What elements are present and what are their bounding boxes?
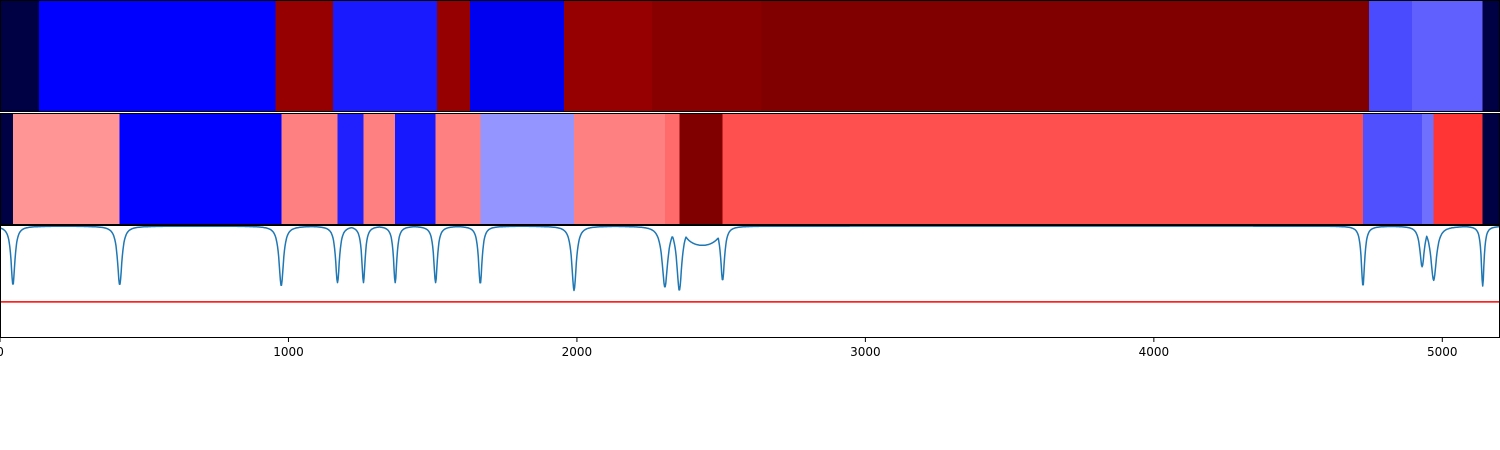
band-1-segment-1 [38, 0, 276, 112]
band-1-segment-7 [651, 0, 762, 112]
segment-band-2 [0, 113, 1500, 225]
band-1-segment-10 [1412, 0, 1483, 112]
band-2-segment-13 [1362, 113, 1423, 225]
band-2-segment-11 [679, 113, 723, 225]
band-2-segment-2 [119, 113, 282, 225]
band-2-segment-3 [281, 113, 338, 225]
band-2-segment-12 [722, 113, 1363, 225]
band-2-segment-6 [395, 113, 436, 225]
band-2-segment-7 [435, 113, 481, 225]
signal-panel-background [0, 225, 1500, 338]
band-1-segment-11 [1482, 0, 1500, 112]
band-2-segment-16 [1482, 113, 1500, 225]
band-1-segment-3 [333, 0, 438, 112]
segment-band-1 [0, 0, 1500, 112]
band-1-segment-5 [470, 0, 564, 112]
x-tick-label: 1000 [273, 345, 304, 359]
band-2-segment-4 [337, 113, 364, 225]
x-tick-label: 5000 [1427, 345, 1458, 359]
band-1-segment-2 [275, 0, 334, 112]
x-tick-label: 4000 [1139, 345, 1170, 359]
x-tick-label: 3000 [850, 345, 881, 359]
signal-line [0, 225, 1500, 292]
band-2-segment-9 [574, 113, 665, 225]
band-1-segment-0 [0, 0, 39, 112]
band-2-segment-14 [1422, 113, 1434, 225]
signal-panel [0, 225, 1500, 338]
band-2-segment-5 [363, 113, 396, 225]
x-tick-label: 0 [0, 345, 4, 359]
band-1-segment-6 [563, 0, 652, 112]
band-1-segment-4 [437, 0, 471, 112]
band-2-segment-1 [12, 113, 120, 225]
x-tick-label: 2000 [562, 345, 593, 359]
band-2-segment-8 [480, 113, 575, 225]
band-2-segment-10 [664, 113, 680, 225]
x-axis: 0 1000 2000 3000 4000 5000 [0, 338, 1458, 359]
band-1-segment-9 [1368, 0, 1413, 112]
band-2-segment-0 [0, 113, 13, 225]
band-1-segment-8 [761, 0, 1369, 112]
band-2-segment-15 [1433, 113, 1483, 225]
